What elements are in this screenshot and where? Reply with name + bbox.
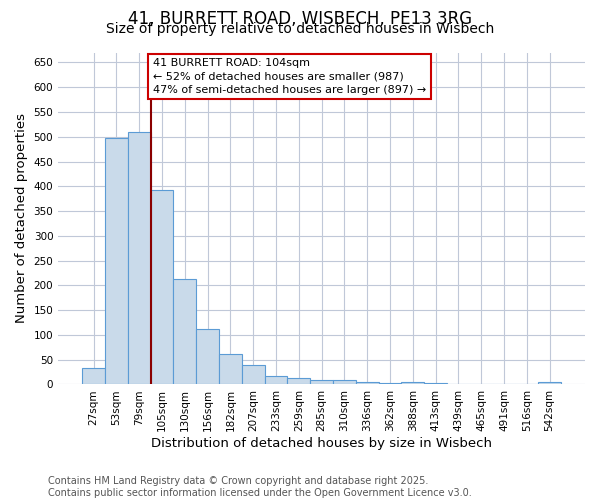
Y-axis label: Number of detached properties: Number of detached properties — [15, 114, 28, 324]
Bar — [287, 378, 310, 384]
Bar — [538, 382, 561, 384]
Bar — [219, 354, 242, 384]
Text: Contains HM Land Registry data © Crown copyright and database right 2025.
Contai: Contains HM Land Registry data © Crown c… — [48, 476, 472, 498]
Bar — [173, 279, 196, 384]
Bar — [379, 383, 401, 384]
X-axis label: Distribution of detached houses by size in Wisbech: Distribution of detached houses by size … — [151, 437, 492, 450]
Bar — [265, 376, 287, 384]
Bar — [151, 190, 173, 384]
Bar — [128, 132, 151, 384]
Bar — [401, 382, 424, 384]
Text: 41 BURRETT ROAD: 104sqm
← 52% of detached houses are smaller (987)
47% of semi-d: 41 BURRETT ROAD: 104sqm ← 52% of detache… — [153, 58, 426, 95]
Text: 41, BURRETT ROAD, WISBECH, PE13 3RG: 41, BURRETT ROAD, WISBECH, PE13 3RG — [128, 10, 472, 28]
Bar — [356, 382, 379, 384]
Bar — [82, 368, 105, 384]
Text: Size of property relative to detached houses in Wisbech: Size of property relative to detached ho… — [106, 22, 494, 36]
Bar — [242, 365, 265, 384]
Bar — [196, 330, 219, 384]
Bar — [333, 380, 356, 384]
Bar — [105, 138, 128, 384]
Bar — [310, 380, 333, 384]
